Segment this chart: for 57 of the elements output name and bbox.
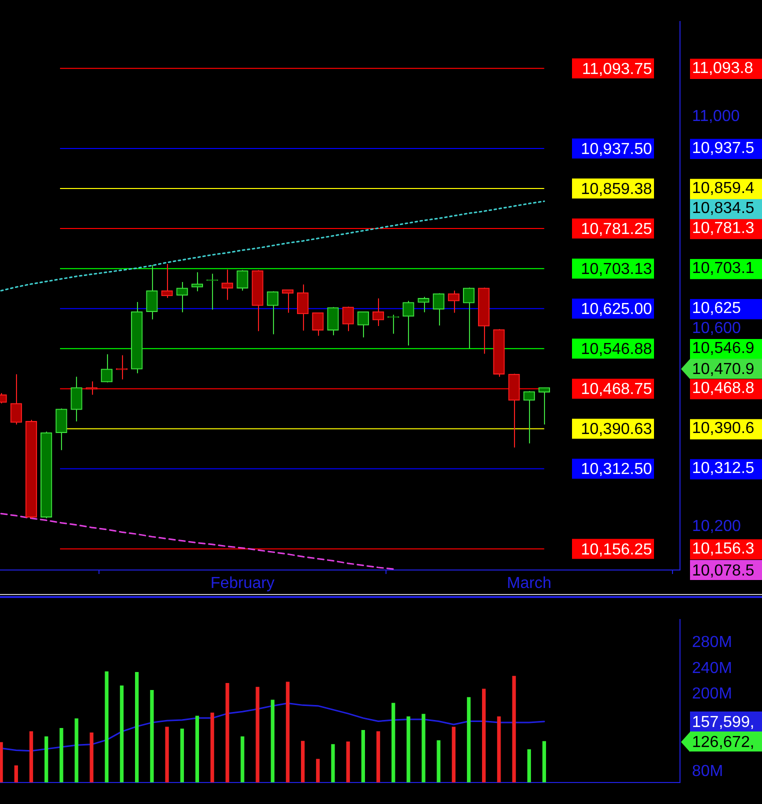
candlestick	[296, 284, 309, 332]
y-tick-label: 80M	[692, 762, 724, 780]
candlestick	[402, 300, 414, 346]
y-tick-label: 10,781.3	[692, 220, 754, 237]
ref-line-label: 10,703.13	[580, 260, 652, 278]
ref-line-label: 10,781.25	[580, 220, 652, 238]
ref-line-label: 10,390.63	[580, 421, 652, 438]
ref-line-label: 10,625.00	[580, 301, 652, 318]
y-tick-label: 10,468.8	[692, 380, 754, 398]
candlestick	[222, 269, 234, 300]
y-tick-label: 11,000	[692, 108, 740, 125]
ref-line-label: 10,312.50	[580, 461, 652, 478]
candlestick	[161, 264, 173, 298]
candlestick	[266, 290, 278, 335]
candlestick	[56, 408, 68, 451]
candlestick	[523, 390, 535, 444]
text: 157,599,	[692, 714, 754, 731]
y-tick-label: 10,859.4	[692, 180, 754, 197]
text: 126,672,	[692, 734, 754, 751]
y-tick-label: 11,093.8	[692, 60, 754, 77]
ref-line-label: 10,468.75	[580, 381, 652, 398]
candlestick	[372, 298, 384, 327]
y-tick-label: 280M	[692, 634, 732, 652]
y-tick-label: 240M	[692, 660, 732, 677]
y-tick-label: 10,312.5	[692, 460, 754, 478]
candlestick	[327, 306, 339, 336]
y-tick-label: 200M	[692, 686, 732, 703]
text: 10,470.9	[692, 361, 754, 378]
ref-line-label: 10,937.50	[580, 140, 652, 158]
y-tick-label: 10,703.1	[692, 260, 754, 277]
line-series	[0, 200, 545, 292]
y-tick-label: 10,156.3	[692, 540, 754, 558]
ref-line-label: 11,093.75	[582, 60, 652, 78]
candlestick	[176, 281, 188, 313]
x-tick-label: March	[506, 575, 552, 592]
y-tick-label: 10,200	[692, 518, 742, 535]
candlestick	[462, 287, 475, 350]
candlestick	[538, 387, 550, 425]
candlestick	[448, 290, 460, 314]
y-tick-label: 10,546.9	[692, 340, 754, 358]
ref-line-label: 10,859.38	[580, 180, 652, 198]
y-tick-label: 10,625	[692, 300, 742, 318]
y-tick-label: 10,390.6	[692, 420, 754, 438]
y-tick-label: 10,937.5	[692, 140, 754, 157]
text: 10,078.5	[692, 562, 754, 580]
candlestick	[70, 376, 82, 422]
y-tick-label: 10,834.5	[692, 200, 754, 217]
candlestick	[418, 296, 430, 313]
line-series	[0, 512, 394, 570]
ref-line-label: 10,156.25	[580, 541, 652, 558]
candlestick	[191, 272, 204, 292]
candlestick	[10, 374, 22, 425]
candlestick	[146, 264, 158, 320]
ref-line-label: 10,546.88	[580, 341, 652, 358]
y-tick-label: 10,600	[692, 320, 742, 338]
candlestick	[388, 314, 400, 334]
x-tick-label: February	[210, 575, 274, 592]
